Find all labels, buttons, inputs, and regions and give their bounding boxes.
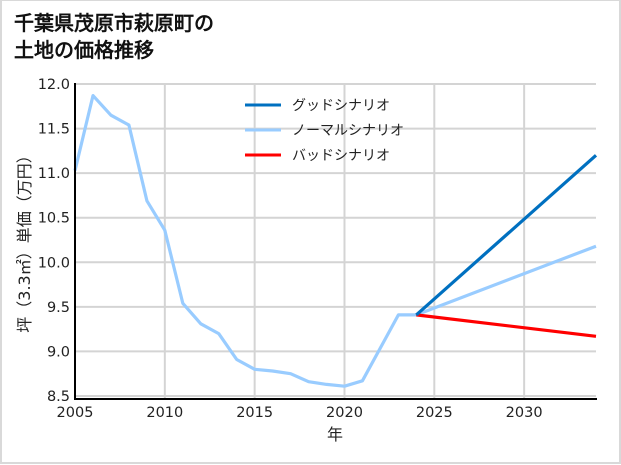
- y-tick-label: 12.0: [38, 77, 70, 93]
- x-tick-label: 2030: [506, 405, 543, 421]
- gridlines: [75, 83, 596, 399]
- y-tick-label: 11.0: [38, 166, 70, 182]
- series-line-good: [415, 154, 598, 317]
- legend-label-good: グッドシナリオ: [292, 98, 390, 114]
- y-axis-label: 坪（3.3㎡）単価（万円）: [15, 147, 34, 332]
- legend-label-bad: バッドシナリオ: [292, 148, 390, 164]
- x-tick-label: 2020: [326, 405, 363, 421]
- y-tick-label: 9.0: [47, 344, 70, 360]
- tick-labels: 8.5 9.0 9.5 10.0 10.5 11.0 11.5 12.0 2005 2010 201…: [38, 77, 543, 421]
- series-line-bad: [416, 313, 597, 338]
- x-tick-label: 2015: [236, 405, 273, 421]
- x-tick-label: 2025: [416, 405, 453, 421]
- x-tick-label: 2005: [57, 405, 94, 421]
- chart-title: 千葉県茂原市萩原町の 土地の価格推移: [14, 11, 214, 62]
- y-tick-label: 10.0: [38, 255, 70, 271]
- data-series: [73, 93, 598, 388]
- series-line-normal: [73, 93, 597, 388]
- x-tick-label: 2010: [146, 405, 183, 421]
- y-tick-label: 9.5: [47, 300, 70, 316]
- axes: [74, 83, 597, 400]
- y-tick-label: 10.5: [38, 211, 70, 227]
- y-tick-label: 11.5: [38, 122, 70, 138]
- y-tick-label: 8.5: [47, 389, 70, 405]
- x-axis-label: 年: [327, 425, 343, 444]
- legend-label-normal: ノーマルシナリオ: [292, 123, 404, 139]
